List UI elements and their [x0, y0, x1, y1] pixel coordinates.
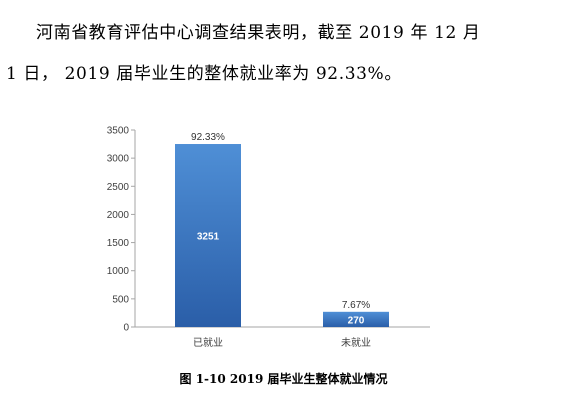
bars [175, 144, 389, 327]
bar [175, 144, 241, 327]
y-tick-label: 500 [112, 294, 129, 305]
y-tick-label: 2500 [107, 182, 130, 193]
figure-caption: 图 1-10 2019 届毕业生整体就业情况 [179, 372, 388, 386]
y-axis-ticks: 0 500 1000 1500 2000 2500 3000 3500 [107, 126, 135, 334]
paragraph-line-1: 河南省教育评估中心调查结果表明，截至 2019 年 12 月 [36, 23, 481, 43]
bar-percent-label: 92.33% [191, 132, 225, 143]
y-tick-label: 1500 [107, 238, 130, 249]
y-tick-label: 2000 [107, 210, 130, 221]
y-tick-label: 3000 [107, 154, 130, 165]
bar [323, 311, 389, 327]
y-tick-label: 1000 [107, 266, 130, 277]
y-tick-label: 3500 [107, 126, 130, 137]
y-tick-label: 0 [123, 323, 129, 334]
paragraph-line-2: 1 日， 2019 届毕业生的整体就业率为 92.33%。 [6, 64, 402, 84]
bar-percent-label: 7.67% [342, 300, 370, 311]
bar-value-label: 3251 [197, 232, 220, 243]
x-category-label: 未就业 [341, 336, 371, 349]
bar-value-label: 270 [348, 315, 365, 326]
bar-labels: 3251 92.33% 已就业 270 7.67% 未就业 [191, 132, 371, 349]
x-category-label: 已就业 [193, 336, 223, 349]
